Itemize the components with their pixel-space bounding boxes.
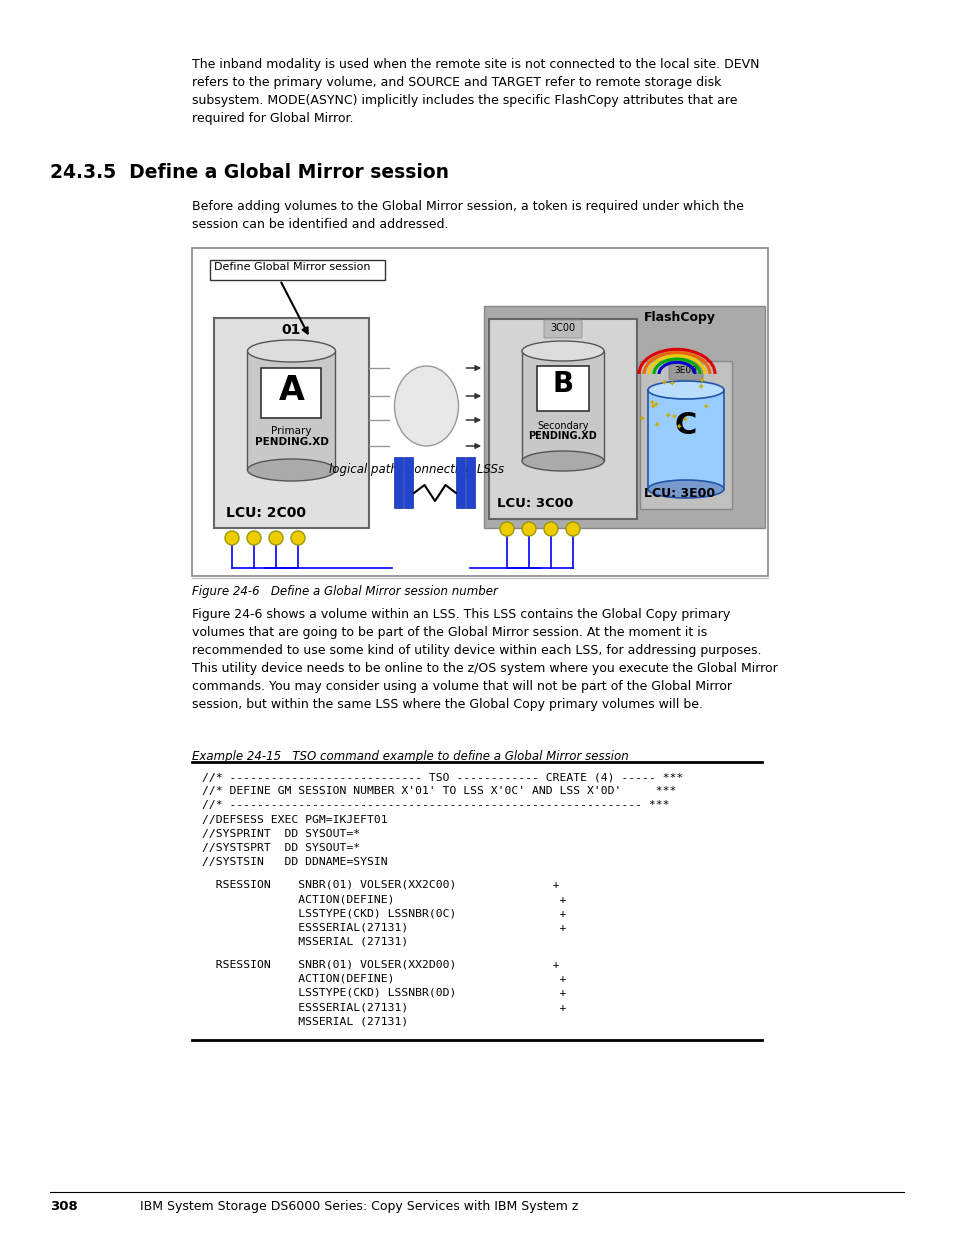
Text: MSSERIAL (27131): MSSERIAL (27131) <box>202 936 408 947</box>
Text: ✦: ✦ <box>675 422 681 431</box>
Bar <box>456 457 464 508</box>
Text: The inband modality is used when the remote site is not connected to the local s: The inband modality is used when the rem… <box>192 58 759 125</box>
Text: Define Global Mirror session: Define Global Mirror session <box>213 262 370 272</box>
Ellipse shape <box>395 366 458 446</box>
Text: ACTION(DEFINE)                        +: ACTION(DEFINE) + <box>202 894 566 904</box>
Bar <box>192 248 767 576</box>
Ellipse shape <box>647 382 723 399</box>
Circle shape <box>499 522 514 536</box>
Bar <box>261 368 321 417</box>
Text: C: C <box>674 411 697 440</box>
Text: //* ------------------------------------------------------------ ***: //* ------------------------------------… <box>202 800 669 810</box>
Text: Example 24-15   TSO command example to define a Global Mirror session: Example 24-15 TSO command example to def… <box>192 750 628 763</box>
Circle shape <box>269 531 283 545</box>
Bar <box>537 366 588 411</box>
Text: PENDING.XD: PENDING.XD <box>254 437 328 447</box>
Bar <box>403 457 413 508</box>
Ellipse shape <box>247 340 335 362</box>
FancyBboxPatch shape <box>210 261 385 280</box>
Circle shape <box>521 522 536 536</box>
Bar <box>465 457 475 508</box>
Text: ESSSERIAL(27131)                      +: ESSSERIAL(27131) + <box>202 923 566 932</box>
Text: ESSSERIAL(27131)                      +: ESSSERIAL(27131) + <box>202 1002 566 1011</box>
Text: ACTION(DEFINE)                        +: ACTION(DEFINE) + <box>202 973 566 983</box>
Text: 24.3.5  Define a Global Mirror session: 24.3.5 Define a Global Mirror session <box>50 163 449 182</box>
Circle shape <box>543 522 558 536</box>
Text: RSESSION    SNBR(01) VOLSER(XX2C00)              +: RSESSION SNBR(01) VOLSER(XX2C00) + <box>202 879 558 890</box>
Text: ✦: ✦ <box>699 375 704 385</box>
Text: ✦: ✦ <box>648 398 655 406</box>
Text: //DEFSESS EXEC PGM=IKJEFT01: //DEFSESS EXEC PGM=IKJEFT01 <box>202 815 387 825</box>
Text: ✦: ✦ <box>659 378 666 387</box>
Text: ✦: ✦ <box>649 401 656 411</box>
Text: ✦: ✦ <box>697 382 703 390</box>
Text: PENDING.XD: PENDING.XD <box>528 431 597 441</box>
Text: ✦: ✦ <box>652 399 659 409</box>
Text: logical paths connecting LSSs: logical paths connecting LSSs <box>329 463 503 475</box>
Text: LCU: 2C00: LCU: 2C00 <box>226 506 306 520</box>
Bar <box>394 457 402 508</box>
Text: IBM System Storage DS6000 Series: Copy Services with IBM System z: IBM System Storage DS6000 Series: Copy S… <box>140 1200 578 1213</box>
Text: Figure 24-6   Define a Global Mirror session number: Figure 24-6 Define a Global Mirror sessi… <box>192 585 497 598</box>
Text: 308: 308 <box>50 1200 77 1213</box>
Text: 3E00: 3E00 <box>674 366 697 375</box>
Text: A: A <box>278 374 304 408</box>
Text: LCU: 3E00: LCU: 3E00 <box>643 487 715 500</box>
Circle shape <box>225 531 239 545</box>
Ellipse shape <box>521 341 603 361</box>
Bar <box>639 361 731 509</box>
Text: //SYSTSPRT  DD SYSOUT=*: //SYSTSPRT DD SYSOUT=* <box>202 844 359 853</box>
Text: //* ---------------------------- TSO ------------ CREATE (4) ----- ***: //* ---------------------------- TSO ---… <box>202 772 682 782</box>
Text: ✦: ✦ <box>701 401 708 410</box>
Ellipse shape <box>647 480 723 498</box>
Text: ✦: ✦ <box>680 415 687 424</box>
Text: //* DEFINE GM SESSION NUMBER X'01' TO LSS X'0C' AND LSS X'0D'     ***: //* DEFINE GM SESSION NUMBER X'01' TO LS… <box>202 787 676 797</box>
Text: FlashCopy: FlashCopy <box>643 311 716 324</box>
Text: Primary: Primary <box>271 426 312 436</box>
Text: Before adding volumes to the Global Mirror session, a token is required under wh: Before adding volumes to the Global Mirr… <box>192 200 743 231</box>
Text: //SYSPRINT  DD SYSOUT=*: //SYSPRINT DD SYSOUT=* <box>202 829 359 839</box>
Bar <box>213 317 369 529</box>
Bar <box>489 319 637 519</box>
Text: ✦: ✦ <box>664 411 670 420</box>
Bar <box>483 306 764 529</box>
Text: RSESSION    SNBR(01) VOLSER(XX2D00)              +: RSESSION SNBR(01) VOLSER(XX2D00) + <box>202 960 558 969</box>
Text: 01: 01 <box>281 324 301 337</box>
FancyBboxPatch shape <box>668 363 702 380</box>
Text: MSSERIAL (27131): MSSERIAL (27131) <box>202 1016 408 1026</box>
Bar <box>521 351 603 461</box>
Text: B: B <box>552 370 573 398</box>
Text: Figure 24-6 shows a volume within an LSS. This LSS contains the Global Copy prim: Figure 24-6 shows a volume within an LSS… <box>192 608 777 711</box>
FancyBboxPatch shape <box>543 320 581 338</box>
Circle shape <box>247 531 261 545</box>
Text: ✦: ✦ <box>639 414 645 422</box>
Text: ✦: ✦ <box>668 378 675 387</box>
Text: //SYSTSIN   DD DDNAME=SYSIN: //SYSTSIN DD DDNAME=SYSIN <box>202 857 387 867</box>
Bar <box>247 351 335 471</box>
Ellipse shape <box>521 451 603 471</box>
Text: ✦: ✦ <box>654 420 659 429</box>
Text: LSSTYPE(CKD) LSSNBR(0C)               +: LSSTYPE(CKD) LSSNBR(0C) + <box>202 908 566 919</box>
Ellipse shape <box>247 459 335 480</box>
Circle shape <box>565 522 579 536</box>
Bar <box>647 390 723 489</box>
Text: ✦: ✦ <box>670 412 676 421</box>
Text: 3C00: 3C00 <box>550 324 575 333</box>
Text: LCU: 3C00: LCU: 3C00 <box>497 496 573 510</box>
Text: Secondary: Secondary <box>537 421 588 431</box>
Text: LSSTYPE(CKD) LSSNBR(0D)               +: LSSTYPE(CKD) LSSNBR(0D) + <box>202 988 566 998</box>
Circle shape <box>291 531 305 545</box>
